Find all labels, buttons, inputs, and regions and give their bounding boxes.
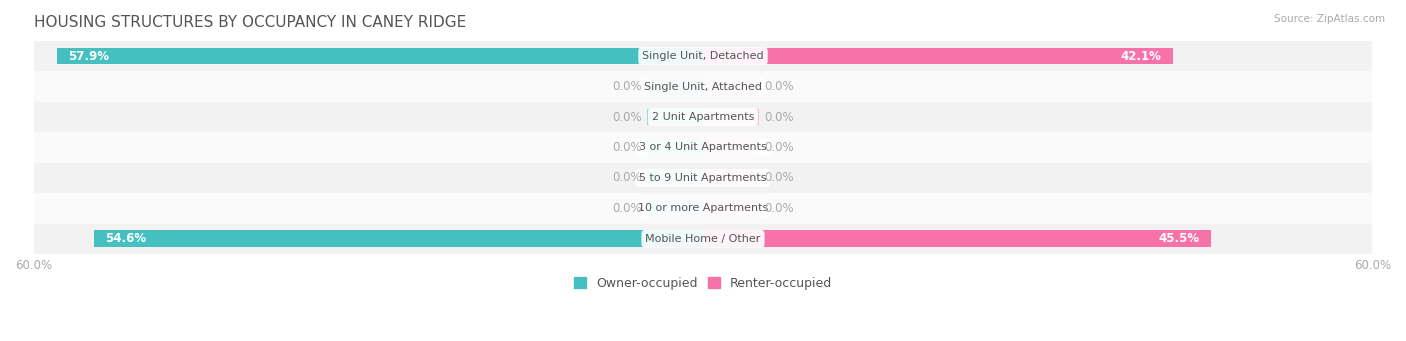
Bar xyxy=(647,139,703,156)
Text: HOUSING STRUCTURES BY OCCUPANCY IN CANEY RIDGE: HOUSING STRUCTURES BY OCCUPANCY IN CANEY… xyxy=(34,15,465,30)
Text: 0.0%: 0.0% xyxy=(765,141,794,154)
Bar xyxy=(58,48,703,64)
Text: 54.6%: 54.6% xyxy=(105,232,146,245)
Text: 3 or 4 Unit Apartments: 3 or 4 Unit Apartments xyxy=(640,143,766,152)
Text: 0.0%: 0.0% xyxy=(612,110,641,123)
Text: Single Unit, Detached: Single Unit, Detached xyxy=(643,51,763,61)
Text: 2 Unit Apartments: 2 Unit Apartments xyxy=(652,112,754,122)
Text: 42.1%: 42.1% xyxy=(1121,49,1161,63)
Bar xyxy=(647,200,703,217)
Text: 5 to 9 Unit Apartments: 5 to 9 Unit Apartments xyxy=(640,173,766,183)
Bar xyxy=(703,169,759,186)
Text: 0.0%: 0.0% xyxy=(765,172,794,184)
Text: 0.0%: 0.0% xyxy=(765,110,794,123)
Bar xyxy=(34,71,1372,102)
Text: 45.5%: 45.5% xyxy=(1159,232,1199,245)
Text: 0.0%: 0.0% xyxy=(612,80,641,93)
Legend: Owner-occupied, Renter-occupied: Owner-occupied, Renter-occupied xyxy=(568,272,838,295)
Text: 0.0%: 0.0% xyxy=(765,202,794,215)
Bar xyxy=(94,231,703,247)
Text: 0.0%: 0.0% xyxy=(612,172,641,184)
Bar xyxy=(647,109,703,125)
Text: Mobile Home / Other: Mobile Home / Other xyxy=(645,234,761,244)
Bar xyxy=(34,224,1372,254)
Bar xyxy=(34,193,1372,224)
Bar xyxy=(703,78,759,95)
Text: 10 or more Apartments: 10 or more Apartments xyxy=(638,203,768,213)
Text: 0.0%: 0.0% xyxy=(612,141,641,154)
Bar xyxy=(703,139,759,156)
Bar xyxy=(647,78,703,95)
Bar xyxy=(34,163,1372,193)
Bar xyxy=(647,169,703,186)
Bar xyxy=(703,231,1211,247)
Text: Single Unit, Attached: Single Unit, Attached xyxy=(644,81,762,92)
Text: 0.0%: 0.0% xyxy=(765,80,794,93)
Bar xyxy=(703,200,759,217)
Bar xyxy=(703,109,759,125)
Bar xyxy=(34,41,1372,71)
Text: Source: ZipAtlas.com: Source: ZipAtlas.com xyxy=(1274,14,1385,24)
Bar xyxy=(703,48,1173,64)
Bar xyxy=(34,102,1372,132)
Text: 0.0%: 0.0% xyxy=(612,202,641,215)
Text: 57.9%: 57.9% xyxy=(67,49,110,63)
Bar xyxy=(34,132,1372,163)
